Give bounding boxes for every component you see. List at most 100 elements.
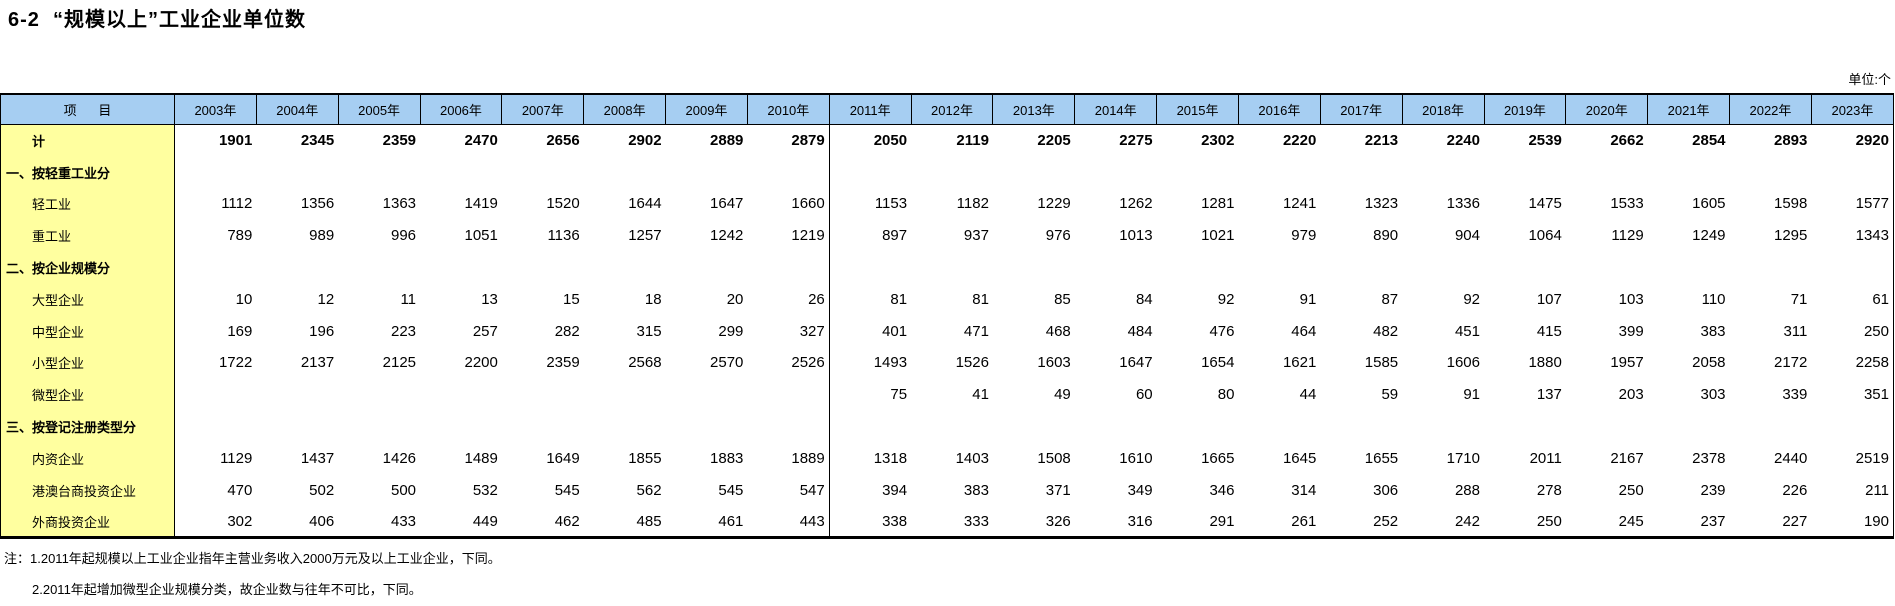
value-cell: 227 xyxy=(1729,506,1812,538)
value-cell: 1336 xyxy=(1402,188,1484,220)
year-column-header: 2016年 xyxy=(1237,93,1321,125)
value-cell: 1526 xyxy=(911,347,993,379)
row-label: 中型企业 xyxy=(0,315,175,348)
value-cell: 1901 xyxy=(174,124,257,157)
value-cell: 226 xyxy=(1729,474,1812,507)
value-cell: 462 xyxy=(501,506,584,538)
value-cell: 1585 xyxy=(1320,347,1403,379)
value-cell: 2570 xyxy=(665,347,748,379)
row-label: 重工业 xyxy=(0,219,175,252)
value-cell: 904 xyxy=(1402,219,1484,252)
value-cell: 1249 xyxy=(1647,219,1730,252)
value-cell xyxy=(747,410,830,443)
item-column-header: 项 目 xyxy=(0,93,175,125)
value-cell xyxy=(828,251,912,284)
value-cell xyxy=(338,378,421,411)
table-row: 内资企业 1129 1437 1426 1489 1649 1855 1883 1889 1318… xyxy=(0,442,1894,475)
value-cell: 257 xyxy=(420,315,502,348)
page-title: 6-2 “规模以上”工业企业单位数 xyxy=(8,9,307,31)
value-cell: 415 xyxy=(1484,315,1566,348)
value-cell: 1323 xyxy=(1320,188,1403,220)
value-cell xyxy=(338,156,421,189)
value-cell: 1880 xyxy=(1484,347,1566,379)
value-cell: 2172 xyxy=(1729,347,1812,379)
value-cell: 2519 xyxy=(1811,442,1894,475)
year-column-header: 2012年 xyxy=(910,93,994,125)
value-cell: 81 xyxy=(828,283,912,316)
value-cell: 2205 xyxy=(992,124,1075,157)
value-cell: 316 xyxy=(1074,506,1157,538)
value-cell: 1610 xyxy=(1074,442,1157,475)
year-column-header: 2009年 xyxy=(665,93,748,125)
value-cell: 1129 xyxy=(1565,219,1648,252)
value-cell: 91 xyxy=(1238,283,1321,316)
value-cell xyxy=(1074,156,1157,189)
year-column-header: 2022年 xyxy=(1729,93,1812,125)
value-cell: 211 xyxy=(1811,474,1894,507)
value-cell: 2275 xyxy=(1074,124,1157,157)
value-cell: 1363 xyxy=(338,188,421,220)
value-cell xyxy=(174,251,257,284)
row-label: 外商投资企业 xyxy=(0,506,175,538)
table-notes: 注：1.2011年起规模以上工业企业指年主营业务收入2000万元及以上工业企业，… xyxy=(4,551,501,598)
value-cell xyxy=(911,156,993,189)
value-cell xyxy=(911,410,993,443)
value-cell xyxy=(1320,156,1403,189)
value-cell xyxy=(583,251,666,284)
value-cell: 245 xyxy=(1565,506,1648,538)
value-cell: 12 xyxy=(256,283,339,316)
value-cell xyxy=(992,251,1075,284)
unit-label: 单位:个 xyxy=(1848,72,1891,87)
table-row: 计 1901 2345 2359 2470 2656 2902 2889 2879 2050 211… xyxy=(0,124,1894,157)
table-row: 重工业 789 989 996 1051 1136 1257 1242 1219 897 937 97… xyxy=(0,219,1894,252)
value-cell: 326 xyxy=(992,506,1075,538)
value-cell: 2050 xyxy=(828,124,912,157)
value-cell: 2440 xyxy=(1729,442,1812,475)
value-cell: 406 xyxy=(256,506,339,538)
value-cell xyxy=(501,378,584,411)
value-cell: 60 xyxy=(1074,378,1157,411)
value-cell xyxy=(174,156,257,189)
value-cell xyxy=(583,156,666,189)
year-column-header: 2018年 xyxy=(1401,93,1485,125)
value-cell: 1153 xyxy=(828,188,912,220)
value-cell: 314 xyxy=(1238,474,1321,507)
value-cell xyxy=(1320,410,1403,443)
value-cell: 291 xyxy=(1156,506,1239,538)
value-cell: 1136 xyxy=(501,219,584,252)
value-cell: 979 xyxy=(1238,219,1321,252)
value-cell: 443 xyxy=(747,506,830,538)
value-cell: 1343 xyxy=(1811,219,1894,252)
year-column-header: 2003年 xyxy=(174,93,257,125)
value-cell: 333 xyxy=(911,506,993,538)
value-cell: 789 xyxy=(174,219,257,252)
value-cell: 2539 xyxy=(1484,124,1566,157)
value-cell: 237 xyxy=(1647,506,1730,538)
value-cell: 1660 xyxy=(747,188,830,220)
value-cell: 1318 xyxy=(828,442,912,475)
value-cell xyxy=(1565,410,1648,443)
value-cell: 2258 xyxy=(1811,347,1894,379)
year-column-header: 2014年 xyxy=(1074,93,1158,125)
value-cell xyxy=(1647,156,1730,189)
table-row: 三、按登记注册类型分 xyxy=(0,410,1894,443)
row-label: 微型企业 xyxy=(0,378,175,411)
value-cell xyxy=(665,156,748,189)
value-cell: 1883 xyxy=(665,442,748,475)
value-cell: 433 xyxy=(338,506,421,538)
value-cell: 1241 xyxy=(1238,188,1321,220)
value-cell: 1242 xyxy=(665,219,748,252)
table-row: 外商投资企业 302 406 433 449 462 485 461 443 338 333 326 3… xyxy=(0,506,1894,538)
value-cell: 2240 xyxy=(1402,124,1484,157)
value-cell: 2879 xyxy=(747,124,830,157)
value-cell xyxy=(256,251,339,284)
value-cell: 252 xyxy=(1320,506,1403,538)
value-cell xyxy=(338,251,421,284)
value-cell xyxy=(256,410,339,443)
value-cell: 303 xyxy=(1647,378,1730,411)
value-cell xyxy=(1402,410,1484,443)
value-cell: 1647 xyxy=(1074,347,1157,379)
value-cell: 1520 xyxy=(501,188,584,220)
value-cell xyxy=(420,156,502,189)
